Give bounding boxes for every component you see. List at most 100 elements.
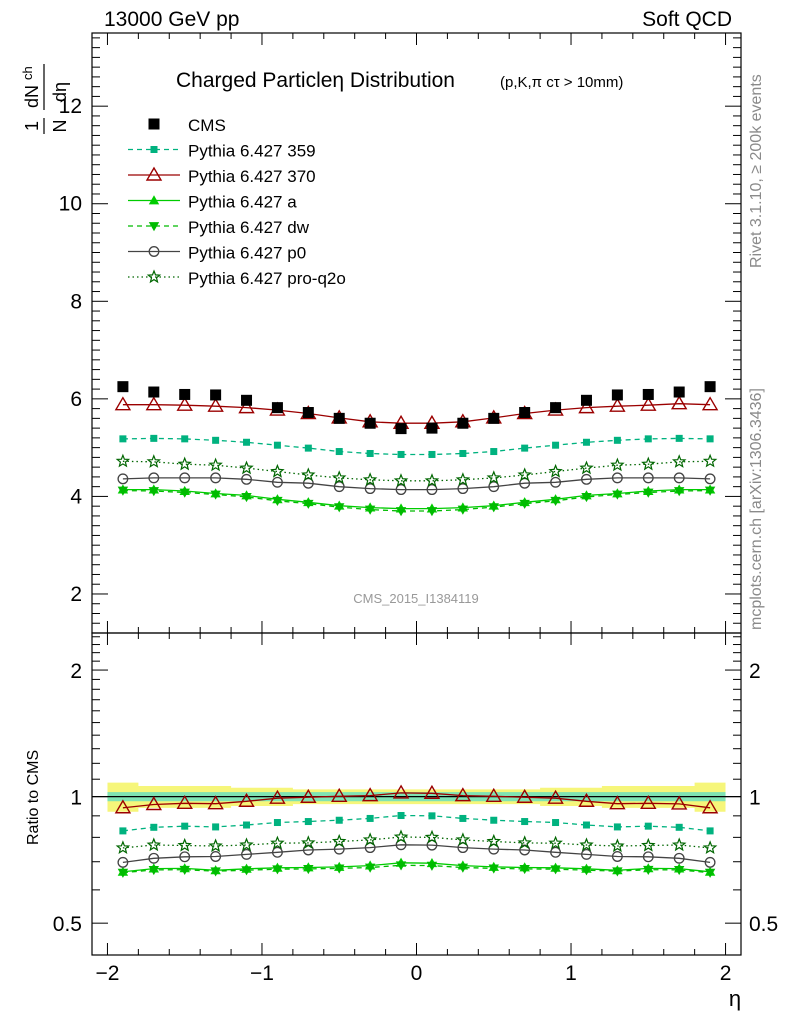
data-point — [300, 788, 317, 803]
data-point — [273, 819, 281, 827]
data-point — [271, 846, 283, 858]
cms-data-main — [117, 381, 716, 435]
data-point — [362, 832, 378, 847]
data-point — [270, 463, 285, 478]
data-point — [519, 499, 530, 509]
data-point — [397, 450, 405, 458]
data-point — [212, 823, 220, 831]
data-point — [675, 823, 683, 831]
data-point — [581, 848, 592, 860]
data-point — [516, 788, 533, 803]
data-point — [366, 449, 374, 457]
data-point — [148, 222, 160, 232]
series-line — [122, 437, 711, 456]
y-label-frac2-sub: ch — [20, 66, 35, 80]
y-axis-ticks-ratio — [92, 636, 741, 924]
data-point — [485, 787, 502, 802]
data-point — [550, 846, 562, 858]
legend-label: Pythia 6.427 359 — [188, 142, 316, 161]
x-tick-label: 1 — [565, 962, 577, 985]
data-point — [331, 833, 347, 848]
series-1-main — [114, 395, 719, 429]
data-point — [644, 435, 652, 443]
data-point — [611, 389, 623, 401]
data-point — [486, 470, 502, 485]
series-5-main — [115, 453, 718, 488]
y-axis-ticks-main — [92, 37, 741, 634]
data-point — [179, 851, 191, 863]
y-tick-label-main: 6 — [70, 388, 82, 411]
y-tick-label-ratio-right: 0.5 — [749, 913, 778, 936]
data-point — [176, 794, 193, 810]
data-point — [241, 848, 252, 860]
series-ratio-line — [122, 862, 711, 873]
data-point — [424, 473, 440, 488]
data-point — [580, 394, 592, 406]
data-point — [303, 499, 314, 509]
data-point — [177, 837, 192, 852]
data-point — [701, 396, 719, 411]
data-point — [361, 787, 379, 802]
data-point — [364, 505, 376, 515]
data-point — [238, 399, 255, 414]
data-point — [117, 868, 129, 878]
data-point — [117, 856, 129, 868]
y-axis-label-main: 1 NdN ch dη — [20, 64, 70, 134]
legend-label: Pythia 6.427 dw — [188, 218, 310, 237]
data-point — [207, 397, 224, 412]
data-point — [302, 407, 314, 419]
data-point — [550, 476, 562, 488]
series-ratio-line — [122, 836, 711, 849]
data-point — [488, 864, 499, 874]
data-point — [671, 837, 687, 852]
y-label-frac1-num: 1 — [22, 121, 42, 131]
data-point — [331, 787, 348, 802]
y-tick-label-ratio-left: 1 — [70, 787, 82, 810]
data-point — [145, 166, 163, 181]
data-point — [333, 481, 345, 493]
data-point — [146, 837, 162, 852]
data-point — [208, 457, 223, 472]
data-point — [271, 476, 283, 488]
data-point — [148, 386, 160, 398]
data-point — [150, 146, 158, 153]
data-point — [517, 835, 532, 850]
data-point — [704, 473, 716, 485]
data-point — [670, 395, 688, 410]
y-tick-label-ratio-right: 2 — [749, 660, 761, 683]
data-point — [488, 503, 499, 513]
data-point — [364, 863, 376, 873]
x-tick-label: 2 — [720, 962, 732, 985]
y-tick-label-ratio-right: 1 — [749, 787, 761, 810]
data-point — [582, 438, 590, 446]
data-point — [397, 812, 405, 820]
data-point — [146, 454, 162, 468]
data-point — [581, 493, 592, 503]
data-point — [241, 394, 253, 406]
data-point — [701, 799, 719, 814]
data-point — [117, 473, 129, 485]
y-tick-label-ratio-left: 0.5 — [53, 913, 82, 936]
data-point — [272, 496, 283, 507]
data-point — [673, 472, 685, 484]
data-point — [706, 827, 714, 835]
data-point — [640, 794, 657, 810]
series-2-ratio — [117, 857, 716, 876]
series-4-main — [117, 472, 716, 496]
analysis-watermark: CMS_2015_I1384119 — [353, 591, 479, 606]
legend-label: Pythia 6.427 a — [188, 193, 297, 212]
data-point — [243, 438, 251, 446]
data-point — [238, 792, 255, 807]
data-point — [424, 829, 440, 844]
data-point — [612, 867, 623, 877]
data-point — [334, 864, 345, 874]
data-point — [239, 837, 254, 852]
data-point — [145, 396, 163, 411]
chart-title-sub: (p,K,π cτ > 10mm) — [500, 74, 623, 91]
data-point — [673, 386, 685, 398]
data-point — [301, 835, 316, 850]
data-point — [395, 861, 407, 871]
series-5-ratio — [115, 829, 718, 855]
data-point — [582, 821, 590, 829]
